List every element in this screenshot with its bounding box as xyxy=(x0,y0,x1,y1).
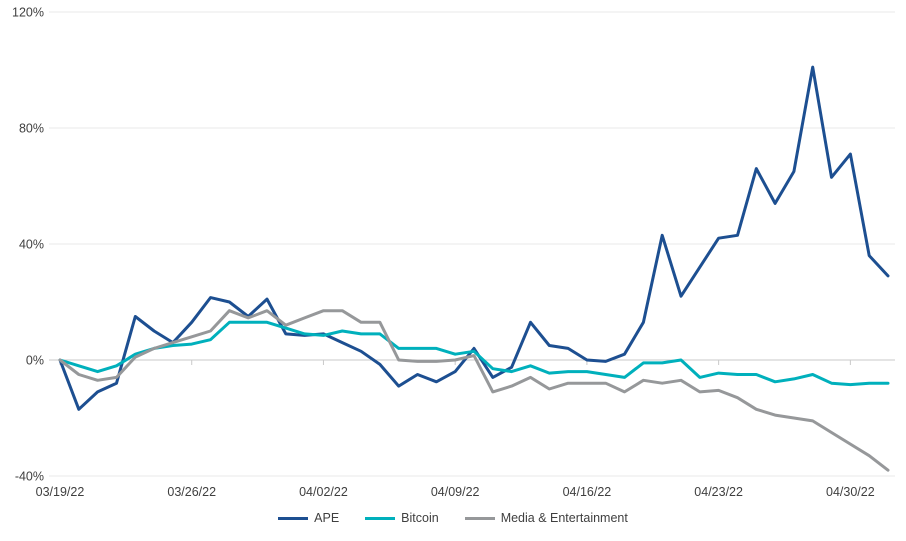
x-axis-tick-label: 04/16/22 xyxy=(563,485,612,499)
legend-item-media-entertainment: Media & Entertainment xyxy=(464,511,628,525)
y-axis-tick-label: 120% xyxy=(12,6,44,20)
legend-swatch-ape xyxy=(278,516,309,520)
x-axis-tick-label: 04/09/22 xyxy=(431,485,480,499)
x-axis-tick-label: 04/23/22 xyxy=(694,485,743,499)
series-line-ape xyxy=(58,65,890,411)
legend-swatch-media-entertainment xyxy=(464,516,495,520)
x-axis-tick-label: 04/30/22 xyxy=(826,485,875,499)
y-axis-tick-label: 0% xyxy=(26,354,44,368)
legend-label-ape: APE xyxy=(314,511,340,525)
legend-label-bitcoin: Bitcoin xyxy=(401,511,439,525)
legend-item-bitcoin: Bitcoin xyxy=(365,511,439,525)
x-axis-tick-label: 03/19/22 xyxy=(36,485,85,499)
y-axis-tick-label: 40% xyxy=(19,238,44,252)
x-axis-tick-label: 03/26/22 xyxy=(167,485,216,499)
series-line-bitcoin xyxy=(58,320,890,387)
series-line-media-entertainment xyxy=(58,309,890,472)
x-axis-tick-label: 04/02/22 xyxy=(299,485,348,499)
chart-legend: APE Bitcoin Media & Entertainment xyxy=(0,511,906,525)
y-axis-tick-label: 80% xyxy=(19,122,44,136)
legend-swatch-bitcoin xyxy=(365,516,396,520)
legend-item-ape: APE xyxy=(278,511,339,525)
y-axis-tick-label: -40% xyxy=(15,470,44,484)
legend-label-media-entertainment: Media & Entertainment xyxy=(500,511,628,525)
